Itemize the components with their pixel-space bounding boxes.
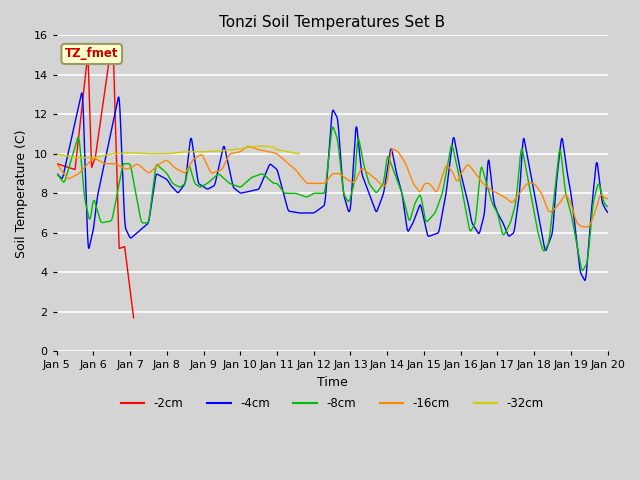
Y-axis label: Soil Temperature (C): Soil Temperature (C) xyxy=(15,129,28,257)
Title: Tonzi Soil Temperatures Set B: Tonzi Soil Temperatures Set B xyxy=(219,15,445,30)
Legend: -2cm, -4cm, -8cm, -16cm, -32cm: -2cm, -4cm, -8cm, -16cm, -32cm xyxy=(116,392,548,415)
X-axis label: Time: Time xyxy=(317,376,348,389)
Text: TZ_fmet: TZ_fmet xyxy=(65,48,118,60)
